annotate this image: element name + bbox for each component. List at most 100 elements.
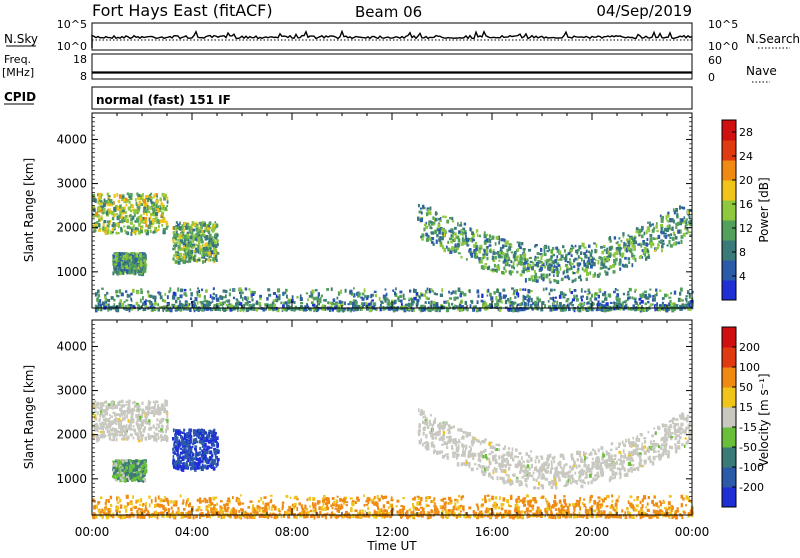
echo-cell <box>214 224 216 227</box>
echo-cell <box>136 434 139 436</box>
echo-cell <box>598 256 600 259</box>
echo-cell <box>245 288 248 291</box>
echo-cell <box>463 293 466 297</box>
echo-cell <box>414 289 417 293</box>
echo-cell <box>662 243 665 245</box>
echo-cell <box>440 244 442 247</box>
echo-cell <box>273 292 276 295</box>
echo-cell <box>548 249 550 252</box>
echo-cell <box>130 222 133 225</box>
echo-cell <box>113 201 115 205</box>
echo-cell <box>490 296 493 300</box>
echo-cell <box>160 421 163 424</box>
echo-cell <box>599 273 601 276</box>
echo-cell <box>155 212 158 216</box>
nsky-label: N.Sky <box>4 32 38 46</box>
echo-cell <box>489 249 491 252</box>
echo-cell <box>621 253 624 257</box>
echo-cell <box>417 299 420 302</box>
echo-cell <box>655 289 657 292</box>
echo-cell <box>122 196 125 199</box>
echo-cell <box>505 270 507 273</box>
echo-cell <box>127 261 129 265</box>
echo-cell <box>208 258 210 262</box>
echo-cell <box>510 260 512 263</box>
echo-cell <box>487 295 489 297</box>
echo-cell <box>444 216 447 218</box>
echo-cell <box>530 261 533 263</box>
echo-cell <box>187 247 190 250</box>
echo-cell <box>548 300 550 302</box>
echo-cell <box>174 248 176 251</box>
echo-cell <box>601 251 604 255</box>
echo-cell <box>645 303 647 306</box>
echo-cell <box>186 461 188 465</box>
echo-cell <box>117 209 119 211</box>
echo-cell <box>103 208 106 212</box>
echo-cell <box>597 260 599 264</box>
echo-cell <box>213 429 215 431</box>
echo-cell <box>342 308 344 313</box>
echo-cell <box>564 276 566 279</box>
echo-cell <box>199 457 202 461</box>
echo-cell <box>306 292 308 294</box>
echo-cell <box>568 277 570 280</box>
echo-cell <box>205 451 208 454</box>
colorbar-tick-label: 28 <box>739 126 753 139</box>
echo-cell <box>101 413 103 416</box>
echo-cell <box>122 400 124 403</box>
echo-cell <box>268 294 271 297</box>
echo-cell <box>177 287 179 291</box>
echo-cell <box>142 193 144 196</box>
echo-cell <box>213 293 215 296</box>
echo-cell <box>185 465 188 468</box>
echo-cell <box>661 219 664 223</box>
echo-cell <box>676 304 678 307</box>
echo-cell <box>284 292 287 295</box>
echo-cell <box>142 465 144 469</box>
echo-cell <box>169 287 171 291</box>
echo-cell <box>685 298 687 301</box>
echo-cell <box>251 298 253 301</box>
echo-cell <box>511 287 514 289</box>
echo-cell <box>229 303 231 305</box>
echo-cell <box>627 297 630 299</box>
echo-cell <box>616 242 618 244</box>
echo-cell <box>106 212 108 216</box>
echo-cell <box>121 219 124 223</box>
echo-cell <box>419 211 421 214</box>
echo-cell <box>454 232 457 235</box>
echo-cell <box>427 288 429 291</box>
echo-cell <box>191 227 193 230</box>
echo-cell <box>505 300 507 305</box>
echo-cell <box>446 308 448 312</box>
echo-cell <box>173 235 175 239</box>
echo-cell <box>534 279 536 282</box>
echo-cell <box>212 301 214 303</box>
echo-cell <box>114 418 117 421</box>
echo-cell <box>124 431 126 435</box>
echo-cell <box>568 252 571 255</box>
echo-cell <box>658 241 660 243</box>
echo-cell <box>666 228 669 232</box>
echo-cell <box>504 257 506 259</box>
echo-cell <box>488 266 490 269</box>
echo-cell <box>190 429 192 433</box>
echo-cell <box>497 303 499 307</box>
echo-cell <box>528 299 530 302</box>
echo-cell <box>554 305 557 307</box>
nsearch-tick-top: 10^5 <box>708 18 738 31</box>
echo-cell <box>381 302 384 305</box>
echo-cell <box>338 291 340 295</box>
echo-cell <box>432 222 435 224</box>
echo-cell <box>425 233 428 237</box>
echo-cell <box>208 301 211 304</box>
echo-cell <box>680 240 682 244</box>
echo-cell <box>98 294 101 298</box>
echo-cell <box>477 295 479 298</box>
echo-cell <box>174 452 177 455</box>
echo-cell <box>102 402 104 407</box>
echo-cell <box>616 293 619 296</box>
echo-cell <box>619 247 622 249</box>
echo-cell <box>126 401 128 404</box>
